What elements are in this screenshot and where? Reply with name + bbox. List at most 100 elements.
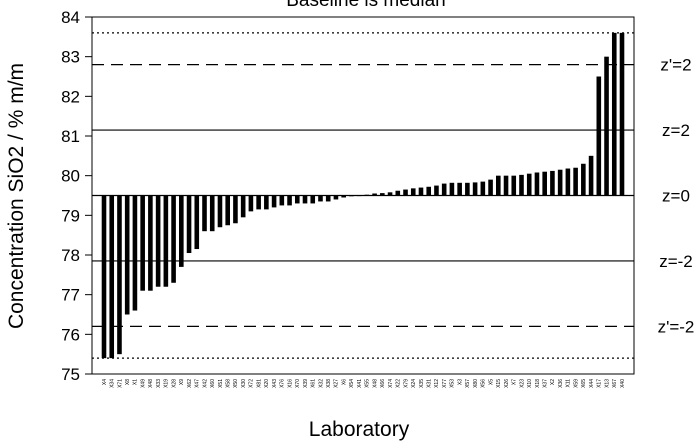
bar [496,176,501,196]
bar [434,186,439,196]
x-tick-label: X33 [156,379,162,388]
x-tick-label: X31 [427,379,433,388]
bar [357,196,362,197]
bar [419,188,424,196]
reference-line-label: z'=2 [660,56,691,75]
x-tick-label: X35 [419,379,425,388]
bar [109,196,114,359]
bar [457,183,462,196]
bar [349,196,354,197]
x-tick-label: X23 [519,379,525,388]
bar [171,196,176,283]
x-tick-label: X6 [341,379,347,385]
x-tick-label: X74 [388,379,394,388]
bar [280,196,285,206]
bar [140,196,145,291]
x-tick-label: X50 [233,379,239,388]
x-tick-label: X12 [434,379,440,388]
x-tick-label: X10 [527,379,533,388]
x-tick-label: X11 [566,379,572,388]
bar [241,196,246,218]
x-tick-label: X44 [589,379,595,388]
x-tick-label: X55 [365,379,371,388]
reference-line-label: z=-2 [659,252,693,271]
bar [488,180,493,196]
bar [249,196,254,212]
bar [117,196,122,355]
chart-title: Baseline is median [286,0,445,11]
bar [372,194,377,196]
x-tick-label: X9 [179,379,185,385]
x-tick-label: X40 [620,379,626,388]
bar [442,184,447,196]
y-axis-label: Concentration SiO2 / % m/m [5,63,28,329]
bar [450,183,455,196]
bar [194,196,199,250]
y-tick-label: 83 [61,48,80,67]
bar [225,196,230,226]
bar [179,196,184,267]
x-tick-label: X42 [202,379,208,388]
x-tick-label: X28 [171,379,177,388]
x-tick-label: X81 [256,379,262,388]
bar [341,196,346,198]
bar [527,174,532,196]
bar [566,169,571,196]
bar [411,188,416,195]
bar [202,196,207,232]
x-tick-label: X70 [295,379,301,388]
bar [380,193,385,195]
bar [535,172,540,195]
x-tick-label: X56 [481,379,487,388]
bar [542,172,547,196]
x-tick-label: X67 [612,379,618,388]
x-tick-label: X66 [380,379,386,388]
x-tick-label: X51 [218,379,224,388]
bar [481,182,486,196]
x-axis-label: Laboratory [309,418,410,441]
bar [426,187,431,196]
bar [465,183,470,196]
y-tick-label: 82 [61,87,80,106]
y-axis: 75 76 77 78 79 80 81 82 83 84 [61,8,92,384]
x-tick-label: X22 [396,379,402,388]
x-tick-label: X77 [442,379,448,388]
bar [395,191,400,196]
y-tick-label: 76 [61,325,80,344]
x-tick-label: X24 [411,379,417,388]
bar [233,196,238,224]
x-tick-label: X36 [558,379,564,388]
y-tick-label: 81 [61,127,80,146]
x-tick-label: X76 [280,379,286,388]
x-tick-label: X72 [249,379,255,388]
bar [620,33,625,196]
bar [272,196,277,208]
bar [511,176,516,196]
x-tick-label: X62 [187,379,193,388]
x-tick-label: X49 [140,379,146,388]
x-tick-label: X18 [535,379,541,388]
x-tick-label: X58 [226,379,232,388]
bar [264,196,269,210]
bar [210,196,215,232]
reference-line-label: z=0 [662,187,690,206]
bar [473,182,478,195]
y-tick-label: 75 [61,365,80,384]
bar [102,196,107,359]
x-tick-label: X30 [241,379,247,388]
y-tick-label: 84 [61,8,80,27]
x-tick-label: X79 [403,379,409,388]
bar [334,196,339,200]
bar [519,175,524,196]
x-tick-label: X16 [287,379,293,388]
bar [604,57,609,196]
bar [218,196,223,228]
bar [156,196,161,287]
bar [164,196,169,287]
bar [365,195,370,196]
bar [388,192,393,195]
x-tick-label: X41 [357,379,363,388]
bar [133,196,138,311]
bar [256,196,261,210]
